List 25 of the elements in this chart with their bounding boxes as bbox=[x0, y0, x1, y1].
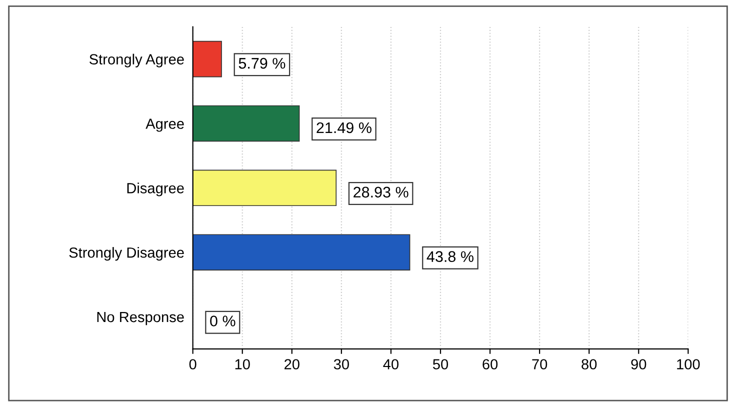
bar bbox=[192, 170, 337, 206]
x-tick-label: 70 bbox=[532, 359, 548, 370]
bar bbox=[192, 40, 222, 78]
data-label: 21.49 % bbox=[316, 122, 372, 134]
x-tick-label: 30 bbox=[334, 359, 349, 370]
y-tick-label: Strongly Agree bbox=[90, 54, 184, 68]
x-tick-label: 80 bbox=[582, 359, 597, 370]
bar bbox=[192, 234, 410, 270]
data-label: 0 % bbox=[210, 316, 236, 326]
x-tick-label: 60 bbox=[482, 359, 498, 370]
x-tick-label: 10 bbox=[235, 359, 250, 370]
data-label: 43.8 % bbox=[426, 251, 474, 262]
data-label: 5.79 % bbox=[238, 58, 286, 69]
y-tick-label: No Response bbox=[97, 312, 184, 326]
data-label: 28.93 % bbox=[354, 186, 408, 198]
bar bbox=[192, 105, 300, 142]
x-tick-label: 0 bbox=[189, 359, 196, 370]
x-tick-label: 20 bbox=[284, 359, 300, 370]
x-tick-label: 40 bbox=[383, 359, 399, 370]
y-tick-label: Disagree bbox=[127, 182, 184, 196]
y-tick-label: Strongly Disagree bbox=[69, 247, 184, 261]
x-tick-label: 100 bbox=[677, 359, 700, 370]
y-tick-label: Agree bbox=[146, 118, 184, 132]
x-tick-label: 90 bbox=[631, 359, 646, 370]
x-tick-label: 50 bbox=[432, 359, 448, 370]
